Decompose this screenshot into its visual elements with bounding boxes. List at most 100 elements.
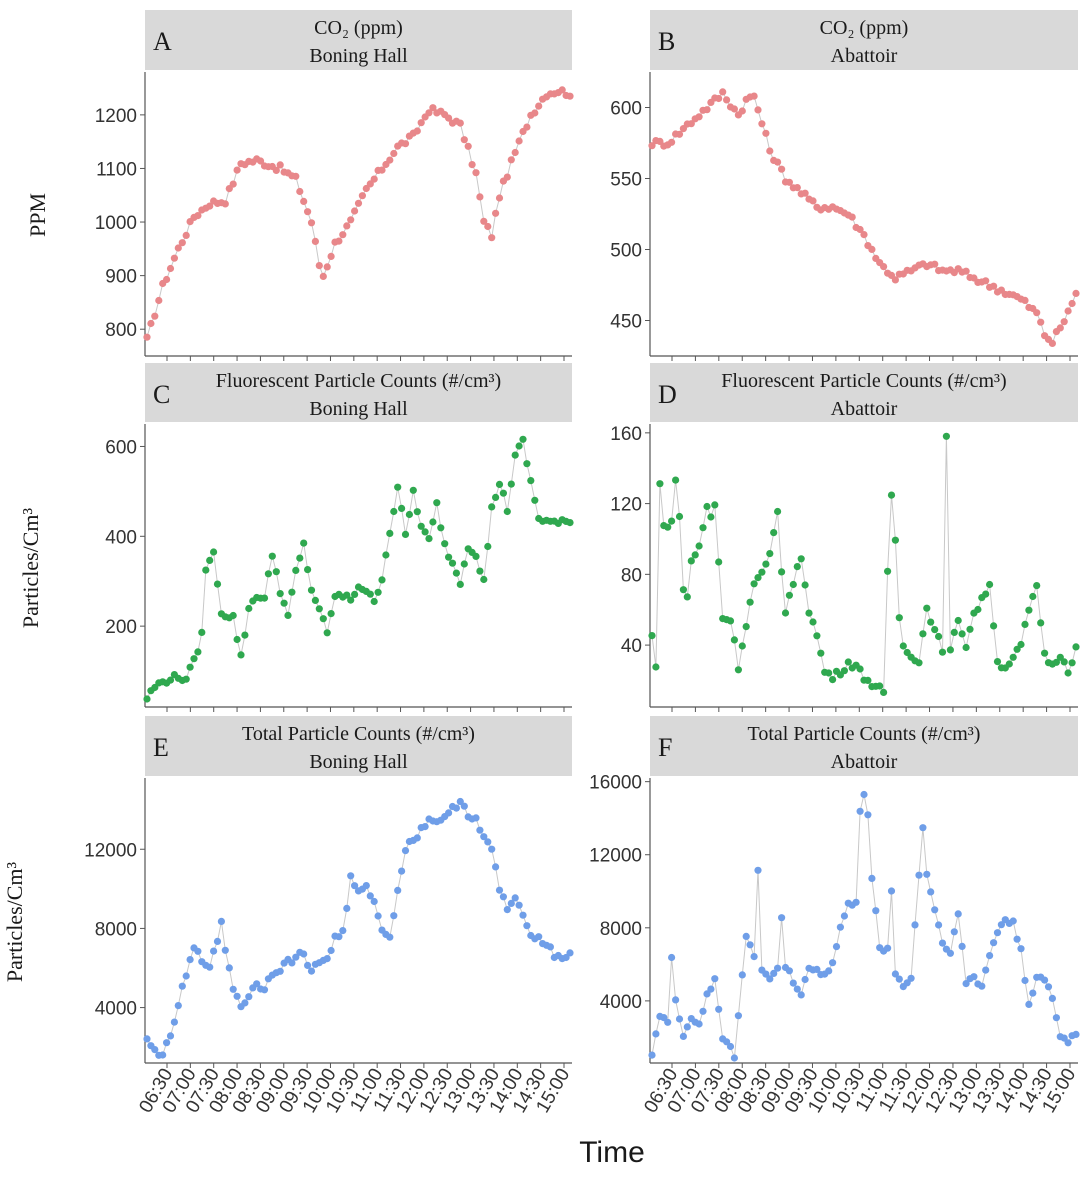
data-point: [468, 161, 476, 169]
data-point: [1068, 299, 1076, 308]
data-point: [742, 623, 750, 631]
data-point: [566, 519, 574, 527]
data-point: [507, 156, 515, 164]
data-point: [970, 973, 978, 981]
data-point: [456, 797, 464, 806]
panel-subtitle: Boning Hall: [309, 751, 408, 773]
data-point: [174, 244, 182, 252]
data-point: [781, 609, 790, 617]
data-point: [166, 676, 175, 684]
data-point: [856, 807, 864, 815]
y-tick-label: 1000: [95, 213, 137, 234]
data-point: [958, 942, 966, 951]
data-point: [398, 504, 406, 512]
data-point: [386, 529, 394, 538]
data-point: [1033, 309, 1041, 317]
data-point: [233, 992, 241, 1000]
data-point: [990, 622, 998, 630]
data-point: [1072, 1030, 1080, 1038]
data-point: [284, 611, 292, 620]
data-point: [221, 946, 229, 954]
data-point: [194, 947, 202, 955]
data-point: [664, 1018, 672, 1026]
data-point: [323, 955, 331, 963]
data-point: [742, 932, 750, 941]
data-point: [217, 917, 225, 926]
data-point: [974, 605, 982, 614]
data-point: [652, 1030, 660, 1038]
data-point: [797, 991, 805, 999]
data-point: [151, 1046, 159, 1054]
data-point: [370, 175, 378, 183]
data-point: [887, 491, 896, 499]
data-point: [492, 209, 500, 217]
data-point: [245, 604, 253, 613]
data-point: [292, 566, 300, 575]
data-point: [523, 460, 531, 468]
data-point: [151, 312, 159, 320]
panel-title: Fluorescent Particle Counts (#/cm³): [721, 370, 1006, 392]
data-point: [221, 200, 229, 208]
data-point: [856, 665, 864, 673]
data-point: [840, 667, 849, 675]
data-point: [182, 231, 190, 239]
data-point: [233, 166, 241, 174]
data-point: [915, 871, 923, 879]
data-point: [766, 550, 774, 558]
data-point: [997, 921, 1006, 929]
data-point: [738, 107, 746, 115]
y-tick-label: 1100: [96, 159, 137, 180]
panel-subtitle: Abattoir: [831, 751, 898, 773]
data-point: [401, 530, 410, 539]
data-point: [480, 833, 488, 841]
data-point: [378, 166, 386, 174]
data-point: [276, 590, 284, 598]
data-point: [260, 594, 269, 602]
panel-letter: B: [658, 27, 675, 56]
data-point: [931, 906, 939, 914]
data-point: [304, 566, 312, 574]
data-point: [1068, 659, 1076, 667]
data-point: [758, 568, 766, 576]
data-point: [456, 119, 464, 127]
y-tick-label: 80: [621, 565, 642, 586]
data-point: [327, 946, 335, 955]
data-point: [476, 567, 484, 575]
y-tick-label: 450: [610, 312, 642, 333]
data-point: [315, 605, 323, 613]
data-point: [770, 529, 778, 537]
data-point: [147, 319, 155, 328]
data-point: [366, 180, 374, 188]
data-point: [386, 933, 394, 941]
data-point: [884, 567, 892, 575]
data-point: [734, 1012, 743, 1020]
data-point: [950, 928, 958, 936]
data-point: [703, 106, 711, 114]
data-point: [503, 173, 511, 181]
data-point: [366, 892, 374, 900]
data-point: [210, 548, 218, 556]
series-line: [651, 794, 1077, 1059]
data-point: [856, 225, 864, 234]
data-point: [413, 508, 421, 516]
data-point: [695, 113, 703, 121]
data-point: [789, 979, 797, 987]
data-point: [374, 588, 382, 596]
data-point: [472, 814, 480, 822]
data-point: [746, 941, 754, 949]
data-point: [1048, 994, 1056, 1003]
data-point: [523, 922, 531, 930]
data-point: [915, 659, 923, 667]
data-point: [844, 658, 852, 666]
data-point: [280, 599, 288, 607]
y-tick-label: 600: [105, 437, 137, 458]
data-point: [774, 158, 782, 166]
strip-background: [145, 716, 572, 776]
data-point: [935, 921, 943, 929]
data-point: [868, 874, 876, 883]
data-point: [652, 663, 660, 671]
data-point: [1021, 620, 1029, 629]
data-point: [986, 580, 994, 589]
data-point: [343, 904, 351, 913]
data-point: [707, 985, 715, 993]
